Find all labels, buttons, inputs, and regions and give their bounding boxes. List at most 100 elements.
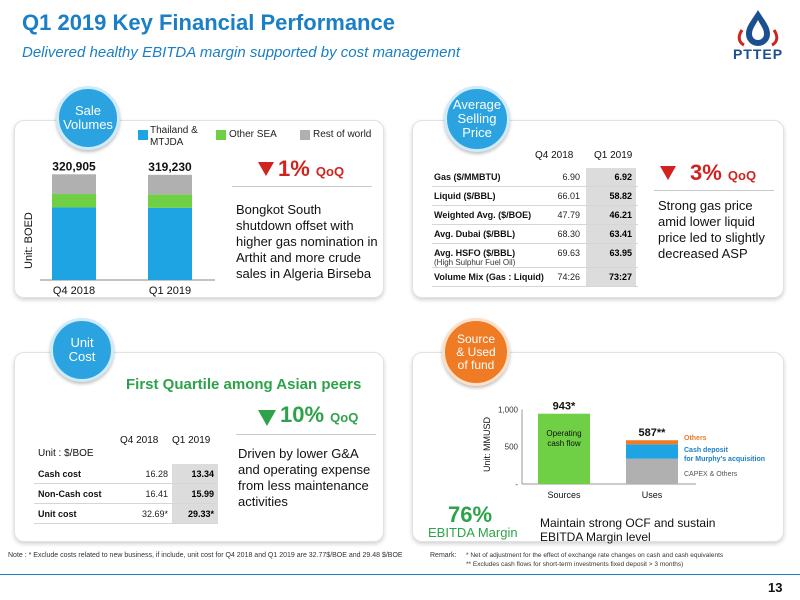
asp-row-label: Avg. HSFO ($/BBL) bbox=[434, 248, 516, 258]
segment-label: CAPEX & Others bbox=[684, 471, 738, 478]
asp-text: Strong gas price amid lower liquid price… bbox=[658, 198, 765, 261]
asp-row: Weighted Avg. ($/BOE) 47.79 46.21 bbox=[432, 206, 638, 225]
ebitda-value: 76% bbox=[448, 502, 493, 527]
asp-col-header: Q1 2019 bbox=[594, 150, 633, 161]
asp-q1-value: 73:27 bbox=[586, 268, 636, 286]
y-tick-label: - bbox=[515, 480, 518, 489]
asp-row-label: Liquid ($/BBL) bbox=[434, 191, 496, 201]
qoq-label: QoQ bbox=[727, 168, 757, 183]
badge-line: Unit bbox=[70, 335, 94, 350]
source-use-chart: - 500 1,000 943* Sources 587** Uses Operatingca… bbox=[498, 401, 765, 500]
asp-col-header: Q4 2018 bbox=[535, 150, 574, 161]
bar-segment bbox=[52, 194, 96, 208]
qoq-value: 10% bbox=[280, 402, 325, 427]
legend-label: Thailand & MTJDA bbox=[150, 125, 198, 148]
asp-row-label: Avg. Dubai ($/BBL) bbox=[434, 229, 516, 239]
segment-label: Cash deposit bbox=[684, 447, 729, 454]
unit-cost-unit: Unit : $/BOE bbox=[38, 448, 94, 459]
bar-segment bbox=[626, 444, 678, 459]
asp-row-label: Gas ($/MMBTU) bbox=[434, 172, 501, 182]
remark-line: ** Excludes cash flows for short-term in… bbox=[466, 561, 684, 568]
asp-badge: Average Selling Price bbox=[444, 86, 510, 152]
unit-cost-headline: First Quartile among Asian peers bbox=[126, 376, 362, 393]
unit-cost-row: Non-Cash cost 16.41 15.99 bbox=[34, 484, 218, 504]
remark-line: * Net of adjustment for the effect of ex… bbox=[466, 552, 724, 559]
category-label: Uses bbox=[642, 490, 663, 500]
ebitda-label: EBITDA Margin bbox=[428, 525, 518, 540]
divider bbox=[236, 434, 376, 435]
asp-row-label: Weighted Avg. ($/BOE) bbox=[434, 210, 532, 220]
y-tick-label: 500 bbox=[505, 443, 519, 452]
asp-q4-value: 68.30 bbox=[557, 229, 580, 239]
page-title: Q1 2019 Key Financial Performance bbox=[22, 10, 395, 35]
sale-volumes-unit: Unit: BOED bbox=[23, 212, 35, 269]
down-arrow-icon bbox=[258, 162, 274, 176]
badge-line: & Used bbox=[456, 344, 496, 359]
down-arrow-icon bbox=[258, 410, 276, 426]
unit-cost-q1-value: 15.99 bbox=[172, 484, 218, 503]
badge-line: Source bbox=[456, 331, 496, 346]
category-label: Sources bbox=[547, 490, 581, 500]
unit-cost-row-label: Cash cost bbox=[38, 469, 82, 479]
unit-cost-qoq: 10% QoQ bbox=[280, 402, 358, 428]
segment-label: for Murphy's acquisition bbox=[684, 456, 765, 463]
asp-row: Gas ($/MMBTU) 6.90 6.92 bbox=[432, 168, 638, 187]
divider bbox=[654, 190, 774, 191]
bar-segment bbox=[52, 174, 96, 195]
unit-cost-q4-value: 16.28 bbox=[145, 469, 168, 479]
page-number: 13 bbox=[768, 580, 783, 595]
segment-label: Others bbox=[684, 435, 707, 442]
asp-row: Volume Mix (Gas : Liquid) 74:26 73:27 bbox=[432, 268, 638, 287]
unit-cost-q1-value: 29.33* bbox=[172, 504, 218, 523]
logo-text: PTTEP bbox=[732, 46, 784, 62]
unit-cost-q1-value: 13.34 bbox=[172, 464, 218, 483]
divider bbox=[232, 186, 372, 187]
pttep-logo bbox=[722, 8, 794, 68]
bar-segment bbox=[538, 413, 590, 484]
down-arrow-icon bbox=[660, 166, 676, 180]
bar-value-label: 587** bbox=[639, 427, 667, 439]
sale-volumes-badge: Sale Volumes bbox=[56, 86, 120, 150]
legend-item bbox=[138, 130, 148, 140]
bar-segment bbox=[148, 174, 192, 195]
unit-cost-table: Cash cost 16.28 13.34 Non-Cash cost 16.41 15.… bbox=[34, 464, 218, 524]
segment-label: Operating bbox=[546, 429, 581, 438]
asp-q1-value: 46.21 bbox=[586, 206, 636, 224]
asp-q4-value: 66.01 bbox=[557, 191, 580, 201]
asp-q1-value: 6.92 bbox=[586, 168, 636, 186]
unit-cost-row: Unit cost 32.69* 29.33* bbox=[34, 504, 218, 524]
bar-segment bbox=[148, 194, 192, 208]
badge-line: Sale bbox=[74, 103, 102, 118]
bar-total-label: 319,230 bbox=[148, 160, 192, 174]
asp-row-label: Volume Mix (Gas : Liquid) bbox=[434, 272, 544, 282]
footer-line bbox=[0, 574, 800, 575]
asp-q4-value: 6.90 bbox=[562, 172, 580, 182]
asp-q4-value: 74:26 bbox=[557, 272, 580, 282]
unit-cost-col-header: Q4 2018 bbox=[120, 435, 159, 446]
bar-total-label: 320,905 bbox=[52, 159, 96, 173]
sale-volume-text: Bongkot South shutdown offset with highe… bbox=[236, 202, 378, 281]
sale-volume-qoq: 1% QoQ bbox=[278, 156, 344, 182]
bar-segment bbox=[626, 440, 678, 445]
bar-segment bbox=[626, 458, 678, 484]
badge-line: of fund bbox=[457, 357, 495, 372]
badge-line: Price bbox=[462, 125, 492, 140]
unit-cost-row: Cash cost 16.28 13.34 bbox=[34, 464, 218, 484]
legend-label: Rest of world bbox=[313, 129, 372, 140]
legend-item bbox=[300, 130, 310, 140]
remark-label: Remark: bbox=[430, 552, 457, 559]
segment-label: cash flow bbox=[547, 439, 581, 448]
unit-cost-q4-value: 16.41 bbox=[145, 489, 168, 499]
asp-qoq: 3% QoQ bbox=[690, 160, 756, 186]
badge-line: Selling bbox=[457, 111, 497, 126]
source-use-text: Maintain strong OCF and sustain EBITDA M… bbox=[540, 516, 716, 544]
asp-row: Avg. HSFO ($/BBL) (High Sulphur Fuel Oil)… bbox=[432, 244, 638, 268]
bar-value-label: 943* bbox=[553, 401, 576, 413]
category-label: Q4 2018 bbox=[53, 285, 95, 297]
asp-row: Liquid ($/BBL) 66.01 58.82 bbox=[432, 187, 638, 206]
unit-cost-q4-value: 32.69* bbox=[141, 509, 168, 519]
category-label: Q1 2019 bbox=[149, 285, 191, 297]
asp-q1-value: 63.41 bbox=[586, 225, 636, 243]
qoq-label: QoQ bbox=[330, 410, 359, 425]
badge-line: Volumes bbox=[63, 117, 113, 132]
